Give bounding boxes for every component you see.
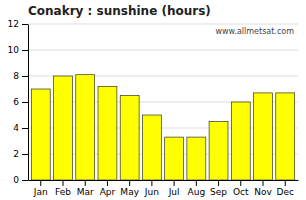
y-tick: 10 [8,45,28,55]
x-tick-label: Jan [33,187,48,197]
y-tick-label: 2 [13,149,19,159]
grid-line [28,50,298,51]
bar [209,122,228,181]
y-axis-line [28,25,29,181]
annotation: www.allmetsat.com [216,27,295,36]
bar [187,137,206,180]
x-tick-mark [107,180,108,186]
y-tick-label: 10 [8,45,20,55]
title: Conakry : sunshine (hours) [28,4,211,18]
x-tick-mark [129,180,130,186]
y-tick: 2 [13,149,28,159]
x-tick-label: Mar [77,187,94,197]
bar [31,89,50,180]
y-tick: 8 [13,71,28,81]
x-tick-mark [196,180,197,186]
y-tick-mark [22,50,28,51]
x-tick: Mar [77,180,94,197]
y-tick-mark [22,154,28,155]
bar [142,115,161,180]
x-tick-mark [40,180,41,186]
x-tick-label: Aug [188,187,206,197]
x-tick-mark [263,180,264,186]
x-tick: Oct [233,180,249,197]
x-tick-mark [174,180,175,186]
y-tick-mark [22,102,28,103]
x-tick-label: Apr [100,187,116,197]
y-tick-label: 12 [8,19,19,29]
y-tick-label: 8 [13,71,19,81]
x-tick-mark [285,180,286,186]
y-axis: 0 2 4 6 8 10 12 [8,19,29,185]
x-tick: Sep [210,180,227,197]
x-tick-label: Feb [55,187,71,197]
x-tick-label: Jul [168,187,180,197]
y-tick: 6 [13,97,28,107]
x-tick-mark [240,180,241,186]
bar [231,102,250,180]
y-tick-mark [22,24,28,25]
x-tick-mark [151,180,152,186]
grid [28,24,298,180]
plot-area: 0 2 4 6 8 10 12 Jan Feb Mar Apr May Jun Jul Aug Sep Oct N… [8,19,299,197]
x-tick-label: Sep [210,187,227,197]
x-tick: Apr [100,180,116,197]
y-tick: 4 [13,123,28,133]
x-tick: May [120,180,139,197]
x-tick-mark [63,180,64,186]
bar [54,76,73,180]
x-tick: Jun [144,180,159,197]
y-tick-mark [22,128,28,129]
x-tick-label: May [120,187,139,197]
x-axis-line [29,180,299,181]
y-tick-mark [22,76,28,77]
x-tick-label: Jun [144,187,159,197]
x-tick-label: Dec [277,187,294,197]
x-tick: Jan [33,180,48,197]
x-tick: Nov [254,180,272,197]
y-tick: 0 [13,175,28,185]
bar [76,75,95,180]
y-tick-mark [22,180,28,181]
bar [165,137,184,180]
x-axis: Jan Feb Mar Apr May Jun Jul Aug Sep Oct Nov Dec [29,180,299,197]
y-tick-label: 0 [13,175,19,185]
x-tick: Aug [188,180,206,197]
x-tick: Dec [277,180,294,197]
bar [120,96,139,181]
bar [98,86,117,180]
x-tick: Feb [55,180,71,197]
bar [254,93,273,180]
x-tick-label: Oct [233,187,249,197]
x-tick: Jul [168,180,180,197]
y-tick-label: 6 [13,97,19,107]
y-tick: 12 [8,19,28,29]
x-tick-mark [85,180,86,186]
chart: 0 2 4 6 8 10 12 Jan Feb Mar Apr May Jun Jul Aug Sep Oct N… [0,0,306,200]
grid-line [28,24,298,25]
x-tick-label: Nov [254,187,272,197]
x-tick-mark [218,180,219,186]
bar [276,93,295,180]
bars [31,75,294,180]
y-tick-label: 4 [13,123,19,133]
